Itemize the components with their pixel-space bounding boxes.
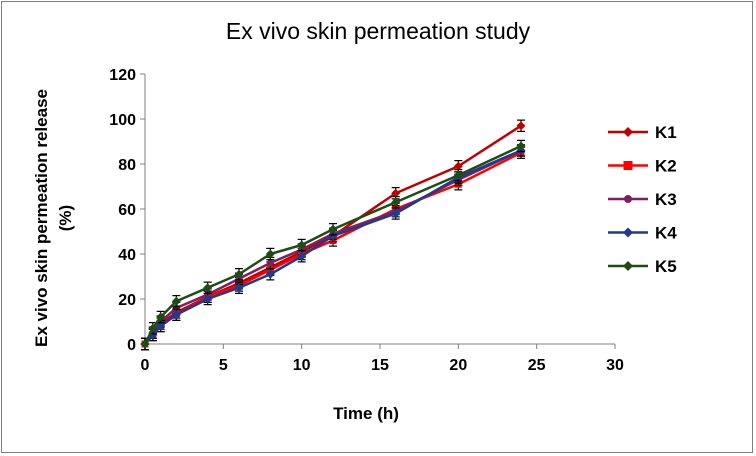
data-point-k1	[453, 161, 463, 171]
x-tick-label: 0	[141, 357, 150, 374]
chart-title: Ex vivo skin permeation study	[225, 18, 531, 44]
data-point-k1	[391, 188, 401, 198]
data-point-k4	[171, 310, 181, 320]
series-line-k2	[144, 151, 522, 345]
series-line-k3	[143, 149, 522, 345]
data-point-k5	[265, 249, 275, 259]
x-axis-label: Time (h)	[333, 404, 399, 423]
legend-marker-k3	[624, 195, 632, 203]
data-point-k4	[328, 231, 338, 241]
y-tick-label: 60	[118, 202, 136, 219]
x-tick-label: 20	[449, 357, 467, 374]
data-point-k5	[328, 224, 338, 234]
x-tick-label: 30	[606, 357, 624, 374]
legend-label-k5: K5	[655, 257, 677, 276]
data-point-k5	[297, 240, 307, 250]
y-tick-label: 0	[127, 337, 136, 354]
x-tick-label: 5	[219, 357, 228, 374]
data-point-k4	[297, 251, 307, 261]
data-point-k5	[148, 323, 158, 333]
data-point-k5	[140, 339, 150, 349]
x-tick-label: 25	[528, 357, 546, 374]
legend-marker-k5	[623, 261, 633, 271]
y-tick-label: 120	[109, 67, 136, 84]
data-point-k4	[203, 294, 213, 304]
y-tick-label: 40	[118, 247, 136, 264]
data-point-k3	[172, 304, 180, 312]
data-point-k4	[391, 209, 401, 218]
legend-label-k3: K3	[655, 190, 677, 209]
data-point-k5	[234, 269, 244, 279]
legend-label-k2: K2	[655, 157, 677, 176]
data-point-k5	[171, 296, 181, 306]
data-point-k5	[391, 197, 401, 207]
y-tick-label: 80	[118, 157, 136, 174]
x-tick-label: 15	[371, 357, 389, 374]
legend-label-k4: K4	[655, 224, 677, 243]
legend-label-k1: K1	[655, 123, 677, 142]
data-point-k1	[516, 121, 526, 131]
legend-marker-k1	[623, 127, 633, 137]
x-tick-label: 10	[293, 357, 311, 374]
legend-marker-k4	[623, 227, 633, 238]
y-tick-label: 100	[109, 112, 136, 129]
series-line-k4	[144, 149, 522, 345]
legend-marker-k2	[623, 161, 633, 170]
data-point-k4	[156, 321, 166, 331]
data-point-k5	[156, 312, 166, 322]
y-tick-label: 20	[118, 292, 136, 309]
data-point-k5	[516, 141, 526, 151]
data-point-k5	[203, 283, 213, 293]
data-point-k5	[453, 170, 463, 180]
data-point-k4	[234, 283, 244, 293]
data-point-k3	[266, 259, 274, 267]
data-point-k4	[265, 269, 275, 279]
